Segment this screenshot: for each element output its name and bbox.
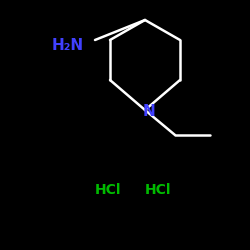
Text: H₂N: H₂N <box>52 38 84 52</box>
Text: HCl: HCl <box>94 183 121 197</box>
Text: N: N <box>142 104 155 119</box>
Text: HCl: HCl <box>144 183 171 197</box>
